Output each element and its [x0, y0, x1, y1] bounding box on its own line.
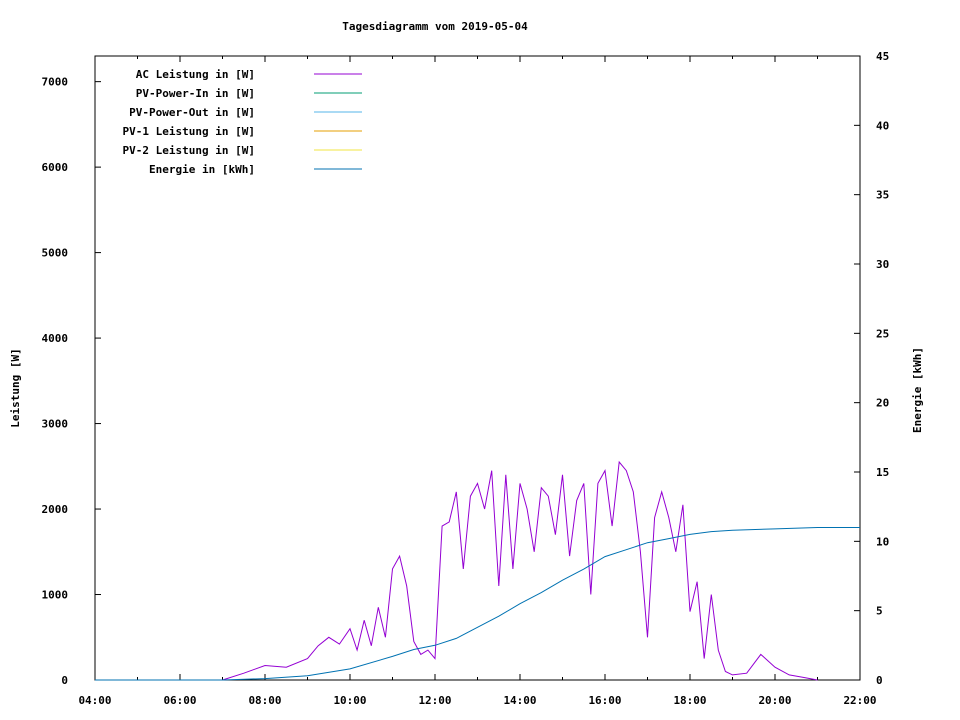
y-tick-label: 3000 — [42, 418, 69, 431]
plot-area — [95, 460, 860, 681]
y2-axis-label: Energie [kWh] — [911, 347, 924, 433]
y2-tick-label: 35 — [876, 189, 889, 202]
x-tick-label: 06:00 — [163, 694, 196, 707]
x-tick-label: 10:00 — [333, 694, 366, 707]
series-line-0 — [222, 460, 818, 681]
x-tick-label: 04:00 — [78, 694, 111, 707]
legend-label-0: AC Leistung in [W] — [136, 68, 255, 81]
legend: AC Leistung in [W] PV-Power-In in [W] PV-P… — [123, 68, 362, 176]
legend-label-1: PV-Power-In in [W] — [136, 87, 255, 100]
x-tick-label: 12:00 — [418, 694, 451, 707]
y-tick-label: 1000 — [42, 589, 69, 602]
legend-label-4: PV-2 Leistung in [W] — [123, 144, 255, 157]
y2-tick-label: 20 — [876, 397, 889, 410]
x-tick-label: 14:00 — [503, 694, 536, 707]
chart-title: Tagesdiagramm vom 2019-05-04 — [342, 20, 528, 33]
y-tick-label: 5000 — [42, 247, 69, 260]
legend-label-2: PV-Power-Out in [W] — [129, 106, 255, 119]
y2-tick-label: 5 — [876, 605, 883, 618]
x-tick-label: 18:00 — [673, 694, 706, 707]
axes: 04:00 06:00 08:00 10:00 12:00 14:00 16:00 18:00… — [42, 50, 890, 707]
y2-tick-label: 30 — [876, 258, 889, 271]
y2-tick-label: 25 — [876, 327, 889, 340]
series-line-5 — [95, 527, 860, 681]
y2-tick-label: 45 — [876, 50, 889, 63]
y-tick-label: 4000 — [42, 332, 69, 345]
y-tick-label: 0 — [61, 674, 68, 687]
y2-tick-label: 0 — [876, 674, 883, 687]
legend-label-3: PV-1 Leistung in [W] — [123, 125, 255, 138]
y2-tick-label: 10 — [876, 535, 889, 548]
x-tick-label: 20:00 — [758, 694, 791, 707]
x-tick-label: 16:00 — [588, 694, 621, 707]
legend-label-5: Energie in [kWh] — [149, 163, 255, 176]
y-axis-label: Leistung [W] — [9, 348, 22, 427]
y2-tick-label: 40 — [876, 119, 889, 132]
x-tick-label: 08:00 — [248, 694, 281, 707]
y-tick-label: 7000 — [42, 76, 69, 89]
y-tick-label: 6000 — [42, 161, 69, 174]
y2-tick-label: 15 — [876, 466, 889, 479]
x-tick-label: 22:00 — [843, 694, 876, 707]
y-tick-label: 2000 — [42, 503, 69, 516]
